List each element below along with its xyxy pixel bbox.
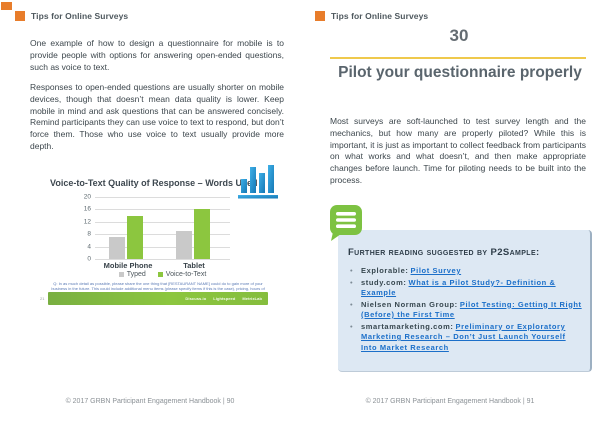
y-tick: 4 — [87, 243, 91, 251]
gridline — [95, 221, 230, 223]
bar-typed-mobile — [109, 237, 125, 259]
y-tick: 20 — [83, 193, 91, 201]
chart-legend: Typed Voice-to-Text — [95, 271, 230, 278]
y-tick: 16 — [83, 205, 91, 213]
gridline — [95, 246, 230, 248]
bar-group-tablet — [176, 197, 210, 259]
header-square-icon — [315, 11, 325, 21]
gridline — [95, 209, 230, 211]
y-tick: 0 — [87, 255, 91, 263]
right-page-header: Tips for Online Surveys — [315, 11, 428, 21]
reading-item: Nielsen Norman Group: Pilot Testing: Get… — [348, 300, 584, 321]
legend-label-voice: Voice-to-Text — [165, 271, 207, 278]
legend-item-typed: Typed — [118, 271, 146, 278]
reading-link[interactable]: What is a Pilot Study?- Definition & Exa… — [361, 277, 556, 298]
reading-source: study.com: — [361, 277, 407, 287]
chart-title: Voice-to-Text Quality of Response – Word… — [50, 178, 258, 188]
left-page-footer: © 2017 GRBN Participant Engagement Handb… — [65, 398, 235, 405]
tip-title: Pilot your questionnaire properly — [338, 64, 582, 81]
legend-swatch-voice — [157, 272, 163, 277]
reading-item: Explorable: Pilot Survey — [348, 266, 584, 277]
bar-voice-tablet — [194, 209, 210, 259]
chart-plot-area: 20 16 12 8 4 0 — [84, 194, 230, 263]
further-reading-heading: Further reading suggested by P2Sample: — [348, 247, 540, 258]
slide-logo: MetrixLab — [242, 296, 262, 301]
left-paragraph-1: One example of how to design a questionn… — [30, 38, 284, 72]
reading-item: smartamarketing.com: Preliminary or Expl… — [348, 322, 584, 354]
legend-label-typed: Typed — [126, 271, 146, 278]
x-label-tablet: Tablet — [183, 261, 205, 270]
tip-number: 30 — [449, 26, 469, 45]
slide-number: 21 — [40, 296, 45, 301]
reading-source: Explorable: — [361, 266, 409, 275]
left-page: Tips for Online Surveys One example of h… — [1, 2, 284, 405]
right-paragraph: Most surveys are soft-launched to test s… — [330, 116, 586, 185]
list-speech-bubble-icon — [330, 205, 362, 241]
bar-voice-mobile — [127, 215, 143, 259]
legend-swatch-typed — [118, 272, 124, 277]
gridline — [95, 197, 230, 198]
x-label-mobile-phone: Mobile Phone — [103, 261, 153, 270]
corner-accent — [1, 2, 12, 10]
gridline — [95, 259, 230, 260]
right-page-footer: © 2017 GRBN Participant Engagement Handb… — [365, 398, 535, 405]
slide-logo: Discuss.io — [185, 296, 207, 301]
header-label: Tips for Online Surveys — [31, 11, 129, 21]
reading-link[interactable]: Pilot Survey — [410, 266, 462, 275]
reading-link[interactable]: Preliminary or Exploratory Marketing Res… — [361, 321, 566, 352]
header-label: Tips for Online Surveys — [331, 11, 429, 21]
legend-item-voice: Voice-to-Text — [157, 271, 207, 278]
further-reading-box: Further reading suggested by P2Sample: E… — [338, 230, 592, 372]
reading-link[interactable]: Pilot Testing: Getting It Right (Before)… — [361, 299, 582, 320]
further-reading-list: Explorable: Pilot Survey study.com: What… — [348, 266, 584, 354]
right-page: Tips for Online Surveys 30 Pilot your qu… — [300, 0, 600, 424]
reading-source: Nielsen Norman Group: — [361, 299, 458, 309]
y-tick: 12 — [83, 218, 91, 226]
bar-typed-tablet — [176, 231, 192, 259]
slide-logo: Lightspeed — [213, 296, 236, 301]
header-square-icon — [15, 11, 25, 21]
bar-chart-icon — [238, 165, 278, 199]
y-axis-ticks: 20 16 12 8 4 0 — [73, 193, 91, 263]
gridline — [95, 234, 230, 236]
reading-source: smartamarketing.com: — [361, 321, 454, 331]
reading-item: study.com: What is a Pilot Study?- Defin… — [348, 278, 584, 299]
bar-group-mobile-phone — [109, 197, 143, 259]
gold-divider — [330, 57, 586, 59]
left-paragraph-2: Responses to open-ended questions are us… — [30, 82, 284, 151]
left-page-header: Tips for Online Surveys — [15, 11, 128, 21]
slide-footer-bar: Discuss.io Lightspeed MetrixLab — [48, 292, 268, 305]
y-tick: 8 — [87, 230, 91, 238]
